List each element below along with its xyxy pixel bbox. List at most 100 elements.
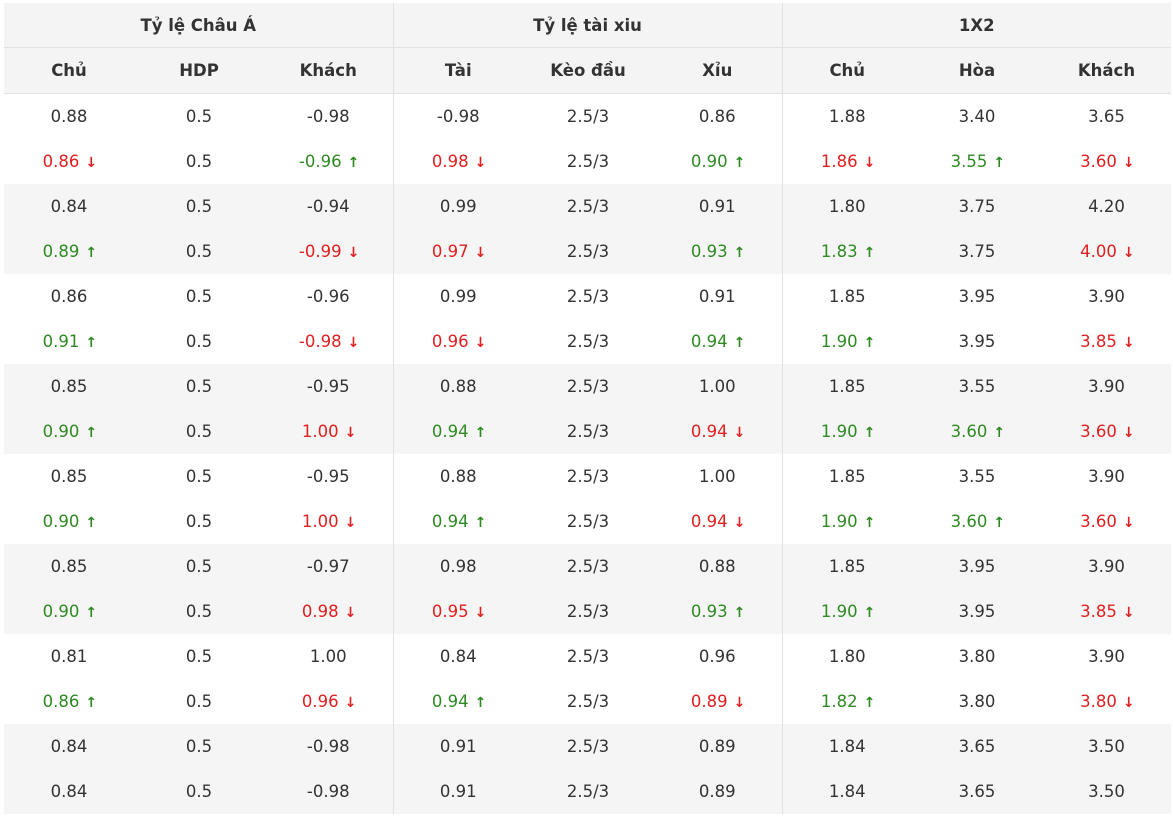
cell-home-win-odds: 1.90 ↑ xyxy=(781,589,912,634)
odds-value: 1.80 xyxy=(828,197,866,216)
odds-value: 0.5 xyxy=(185,692,213,711)
odds-value: 3.50 xyxy=(1088,737,1125,756)
odds-value: 0.85 xyxy=(50,557,88,576)
odds-value: 0.94 xyxy=(690,332,728,351)
odds-value: 0.5 xyxy=(185,242,213,261)
odds-value: 0.5 xyxy=(185,152,213,171)
odds-value: 0.93 xyxy=(690,602,728,621)
arrow-up-icon: ↑ xyxy=(474,515,487,531)
arrow-down-icon: ↓ xyxy=(863,155,876,171)
odds-value: 3.95 xyxy=(958,602,996,621)
cell-home-win-odds: 1.86 ↓ xyxy=(781,139,912,184)
odds-value: -0.95 xyxy=(306,377,350,396)
cell-under-odds: 0.94 ↓ xyxy=(653,499,782,544)
cell-home-win-odds: 1.85 xyxy=(781,364,912,409)
odds-value: 0.91 xyxy=(42,332,80,351)
cell-over-odds: -0.98 xyxy=(392,93,523,139)
cell-draw-odds: 3.65 xyxy=(912,724,1042,769)
odds-value: 3.90 xyxy=(1088,377,1125,396)
cell-under-odds: 0.86 xyxy=(653,93,782,139)
odds-value: 2.5/3 xyxy=(566,512,610,531)
cell-opening-total: 2.5/3 xyxy=(523,634,653,679)
odds-value: 0.99 xyxy=(439,197,477,216)
cell-hdp-line: 0.5 xyxy=(134,589,264,634)
cell-draw-odds: 3.80 xyxy=(912,634,1042,679)
odds-value: -0.96 xyxy=(298,152,342,171)
cell-away-win-odds: 3.90 xyxy=(1042,544,1171,589)
cell-away-odds: -0.97 xyxy=(264,544,393,589)
odds-value: 3.80 xyxy=(958,647,996,666)
cell-away-odds: -0.99 ↓ xyxy=(264,229,393,274)
cell-home-odds: 0.84 xyxy=(4,184,134,229)
arrow-up-icon: ↑ xyxy=(993,515,1006,531)
odds-value: 1.00 xyxy=(698,467,736,486)
cell-hdp-line: 0.5 xyxy=(134,229,264,274)
odds-value: 0.98 xyxy=(439,557,477,576)
cell-home-win-odds: 1.85 xyxy=(781,544,912,589)
arrow-down-icon: ↓ xyxy=(474,155,487,171)
arrow-down-icon: ↓ xyxy=(1122,695,1135,711)
cell-draw-odds: 3.60 ↑ xyxy=(912,499,1042,544)
cell-hdp-line: 0.5 xyxy=(134,454,264,499)
arrow-up-icon: ↑ xyxy=(863,695,876,711)
odds-value: 4.20 xyxy=(1088,197,1125,216)
group-header-1x2: 1X2 xyxy=(781,3,1171,48)
arrow-down-icon: ↓ xyxy=(1122,515,1135,531)
cell-hdp-line: 0.5 xyxy=(134,679,264,724)
cell-home-odds: 0.81 xyxy=(4,634,134,679)
odds-value: 1.88 xyxy=(828,107,866,126)
odds-value: 1.85 xyxy=(828,467,866,486)
cell-draw-odds: 3.55 ↑ xyxy=(912,139,1042,184)
cell-draw-odds: 3.75 xyxy=(912,229,1042,274)
cell-home-win-odds: 1.84 xyxy=(781,769,912,814)
arrow-up-icon: ↑ xyxy=(733,245,746,261)
cell-away-win-odds: 3.80 ↓ xyxy=(1042,679,1171,724)
column-header-opening-line: Kèo đầu xyxy=(523,47,653,94)
odds-value: 0.86 xyxy=(42,692,80,711)
odds-value: 3.85 xyxy=(1080,332,1117,351)
table-row: 0.91 ↑ 0.5 -0.98 ↓ 0.96 ↓ 2.5/3 0.94 ↑ 1.90 ↑ 3.95 3.… xyxy=(4,319,1171,364)
arrow-down-icon: ↓ xyxy=(474,335,487,351)
odds-value: 3.60 xyxy=(950,512,988,531)
cell-draw-odds: 3.95 xyxy=(912,274,1042,319)
arrow-up-icon: ↑ xyxy=(863,335,876,351)
odds-value: 2.5/3 xyxy=(566,332,610,351)
cell-hdp-line: 0.5 xyxy=(134,319,264,364)
odds-value: -0.98 xyxy=(298,332,342,351)
odds-value: 1.85 xyxy=(828,377,866,396)
odds-value: -0.98 xyxy=(306,107,350,126)
arrow-up-icon: ↑ xyxy=(474,425,487,441)
odds-value: 0.94 xyxy=(690,512,728,531)
arrow-down-icon: ↓ xyxy=(1122,425,1135,441)
odds-value: 1.80 xyxy=(828,647,866,666)
odds-value: 1.90 xyxy=(820,422,858,441)
odds-value: 0.84 xyxy=(439,647,477,666)
odds-value: 0.5 xyxy=(185,422,213,441)
table-row: 0.85 0.5 -0.95 0.88 2.5/3 1.00 1.85 3.55 3.90 xyxy=(4,364,1171,409)
cell-away-win-odds: 3.60 ↓ xyxy=(1042,139,1171,184)
cell-under-odds: 0.89 ↓ xyxy=(653,679,782,724)
cell-over-odds: 0.88 xyxy=(392,364,523,409)
cell-away-odds: -0.95 xyxy=(264,454,393,499)
odds-value: 2.5/3 xyxy=(566,152,610,171)
table-row: 0.84 0.5 -0.98 0.91 2.5/3 0.89 1.84 3.65 3.50 xyxy=(4,724,1171,769)
odds-value: 0.90 xyxy=(690,152,728,171)
odds-value: 3.80 xyxy=(958,692,996,711)
cell-home-win-odds: 1.90 ↑ xyxy=(781,409,912,454)
odds-value: -0.94 xyxy=(306,197,350,216)
cell-hdp-line: 0.5 xyxy=(134,184,264,229)
cell-under-odds: 0.90 ↑ xyxy=(653,139,782,184)
odds-value: -0.99 xyxy=(298,242,342,261)
odds-value: 0.5 xyxy=(185,557,213,576)
odds-value: 1.00 xyxy=(309,647,347,666)
table-row: 0.90 ↑ 0.5 1.00 ↓ 0.94 ↑ 2.5/3 0.94 ↓ 1.90 ↑ 3.60 ↑ 3.… xyxy=(4,409,1171,454)
odds-value: 0.98 xyxy=(301,602,339,621)
cell-away-odds: 1.00 ↓ xyxy=(264,409,393,454)
odds-value: 0.90 xyxy=(42,602,80,621)
odds-value: 0.5 xyxy=(185,647,213,666)
column-header-over: Tài xyxy=(392,47,523,94)
odds-value: 3.60 xyxy=(950,422,988,441)
cell-hdp-line: 0.5 xyxy=(134,769,264,814)
odds-value: 0.81 xyxy=(50,647,88,666)
group-header-over-under: Tỷ lệ tài xiu xyxy=(392,3,782,48)
